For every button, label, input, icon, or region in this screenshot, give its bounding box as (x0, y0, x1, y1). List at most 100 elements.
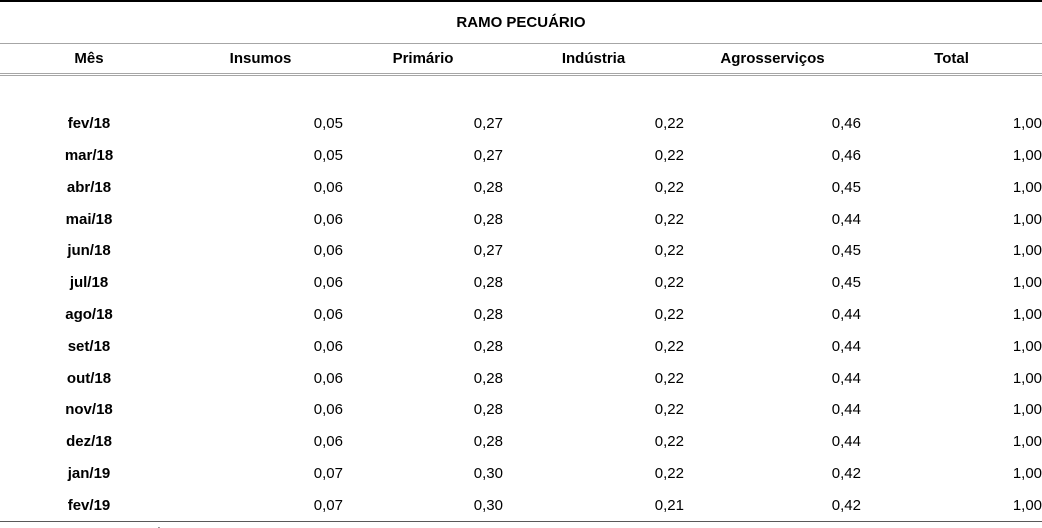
month-cell: jan/19 (67, 464, 111, 482)
value-cell: 1,00 (1012, 242, 1042, 260)
value-cell: 0,06 (313, 178, 343, 196)
value-cell: 0,22 (654, 401, 684, 419)
title-row: RAMO PECUÁRIO (0, 1, 1042, 44)
value-cell: 0,27 (473, 115, 503, 133)
value-cell: 0,21 (654, 496, 684, 514)
value-cell: 0,22 (654, 305, 684, 323)
month-cell: mar/18 (64, 146, 114, 164)
value-cell: 0,22 (654, 433, 684, 451)
value-cell: 1,00 (1012, 401, 1042, 419)
column-header-total: Total (861, 43, 1042, 76)
column-header-primario: Primário (343, 43, 503, 76)
value-cell: 0,22 (654, 146, 684, 164)
table-row: jan/19 0,07 0,30 0,22 0,42 1,00 (0, 458, 1042, 490)
value-cell: 0,44 (831, 401, 861, 419)
value-cell: 0,05 (313, 146, 343, 164)
value-cell: 0,22 (654, 369, 684, 387)
table-row: jul/18 0,06 0,28 0,22 0,45 1,00 (0, 267, 1042, 299)
value-cell: 1,00 (1012, 115, 1042, 133)
value-cell: 0,22 (654, 464, 684, 482)
month-cell: fev/19 (67, 496, 111, 514)
value-cell: 1,00 (1012, 496, 1042, 514)
value-cell: 0,28 (473, 305, 503, 323)
month-cell: abr/18 (66, 178, 112, 196)
month-cell: jun/18 (67, 242, 111, 260)
value-cell: 0,06 (313, 401, 343, 419)
value-cell: 0,28 (473, 369, 503, 387)
value-cell: 0,28 (473, 433, 503, 451)
value-cell: 0,22 (654, 242, 684, 260)
header-row: Mês Insumos Primário Indústria Agrosserv… (0, 43, 1042, 76)
month-cell: out/18 (66, 369, 112, 387)
value-cell: 0,44 (831, 337, 861, 355)
month-cell: jul/18 (69, 274, 109, 292)
value-cell: 0,44 (831, 433, 861, 451)
table-title: RAMO PECUÁRIO (0, 1, 1042, 44)
value-cell: 1,00 (1012, 274, 1042, 292)
month-cell: fev/18 (67, 115, 111, 133)
value-cell: 0,07 (313, 464, 343, 482)
table-row: fev/19 0,07 0,30 0,21 0,42 1,00 (0, 489, 1042, 521)
month-cell: dez/18 (66, 433, 112, 451)
month-cell: nov/18 (65, 401, 113, 419)
value-cell: 0,22 (654, 337, 684, 355)
value-cell: 0,22 (654, 178, 684, 196)
value-cell: 0,42 (831, 496, 861, 514)
value-cell: 0,30 (473, 464, 503, 482)
value-cell: 0,06 (313, 242, 343, 260)
table-row: abr/18 0,06 0,28 0,22 0,45 1,00 (0, 171, 1042, 203)
value-cell: 1,00 (1012, 433, 1042, 451)
month-cell: ago/18 (65, 305, 113, 323)
value-cell: 0,06 (313, 433, 343, 451)
value-cell: 0,45 (831, 242, 861, 260)
value-cell: 0,46 (831, 146, 861, 164)
table-row: mai/18 0,06 0,28 0,22 0,44 1,00 (0, 203, 1042, 235)
value-cell: 0,30 (473, 496, 503, 514)
value-cell: 0,44 (831, 369, 861, 387)
value-cell: 1,00 (1012, 464, 1042, 482)
value-cell: 0,42 (831, 464, 861, 482)
value-cell: 0,28 (473, 337, 503, 355)
value-cell: 0,45 (831, 274, 861, 292)
value-cell: 0,28 (473, 274, 503, 292)
table-row: fev/18 0,05 0,27 0,22 0,46 1,00 (0, 108, 1042, 140)
value-cell: 1,00 (1012, 305, 1042, 323)
table-row: set/18 0,06 0,28 0,22 0,44 1,00 (0, 330, 1042, 362)
value-cell: 0,22 (654, 115, 684, 133)
column-header-mes: Mês (0, 43, 178, 76)
value-cell: 0,28 (473, 178, 503, 196)
value-cell: 1,00 (1012, 337, 1042, 355)
value-cell: 0,27 (473, 146, 503, 164)
value-cell: 0,06 (313, 274, 343, 292)
table-row: nov/18 0,06 0,28 0,22 0,44 1,00 (0, 394, 1042, 426)
table-row: mar/18 0,05 0,27 0,22 0,46 1,00 (0, 140, 1042, 172)
value-cell: 0,06 (313, 337, 343, 355)
spacer-row (0, 75, 1042, 108)
source-note: FONTE: CEPEA/USP E CNA. (0, 522, 1042, 528)
column-header-industria: Indústria (503, 43, 684, 76)
table-row: out/18 0,06 0,28 0,22 0,44 1,00 (0, 362, 1042, 394)
value-cell: 1,00 (1012, 369, 1042, 387)
table-row: dez/18 0,06 0,28 0,22 0,44 1,00 (0, 426, 1042, 458)
value-cell: 0,28 (473, 401, 503, 419)
value-cell: 0,06 (313, 305, 343, 323)
value-cell: 0,44 (831, 210, 861, 228)
value-cell: 0,22 (654, 274, 684, 292)
value-cell: 0,46 (831, 115, 861, 133)
value-cell: 0,06 (313, 210, 343, 228)
value-cell: 0,27 (473, 242, 503, 260)
table-row: ago/18 0,06 0,28 0,22 0,44 1,00 (0, 299, 1042, 331)
value-cell: 0,07 (313, 496, 343, 514)
value-cell: 0,44 (831, 305, 861, 323)
value-cell: 0,06 (313, 369, 343, 387)
value-cell: 1,00 (1012, 210, 1042, 228)
month-cell: mai/18 (65, 210, 113, 228)
table-row: jun/18 0,06 0,27 0,22 0,45 1,00 (0, 235, 1042, 267)
value-cell: 0,22 (654, 210, 684, 228)
column-header-agrosservicos: Agrosserviços (684, 43, 861, 76)
month-cell: set/18 (67, 337, 111, 355)
value-cell: 0,05 (313, 115, 343, 133)
value-cell: 0,45 (831, 178, 861, 196)
